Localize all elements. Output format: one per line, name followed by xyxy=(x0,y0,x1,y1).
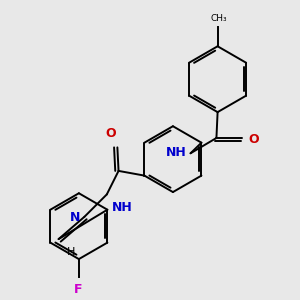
Text: NH: NH xyxy=(112,202,132,214)
Text: O: O xyxy=(249,133,260,146)
Text: NH: NH xyxy=(166,146,187,159)
Text: CH₃: CH₃ xyxy=(211,14,227,23)
Text: H: H xyxy=(67,247,75,257)
Text: O: O xyxy=(105,127,116,140)
Text: N: N xyxy=(69,212,80,224)
Text: F: F xyxy=(74,283,82,296)
